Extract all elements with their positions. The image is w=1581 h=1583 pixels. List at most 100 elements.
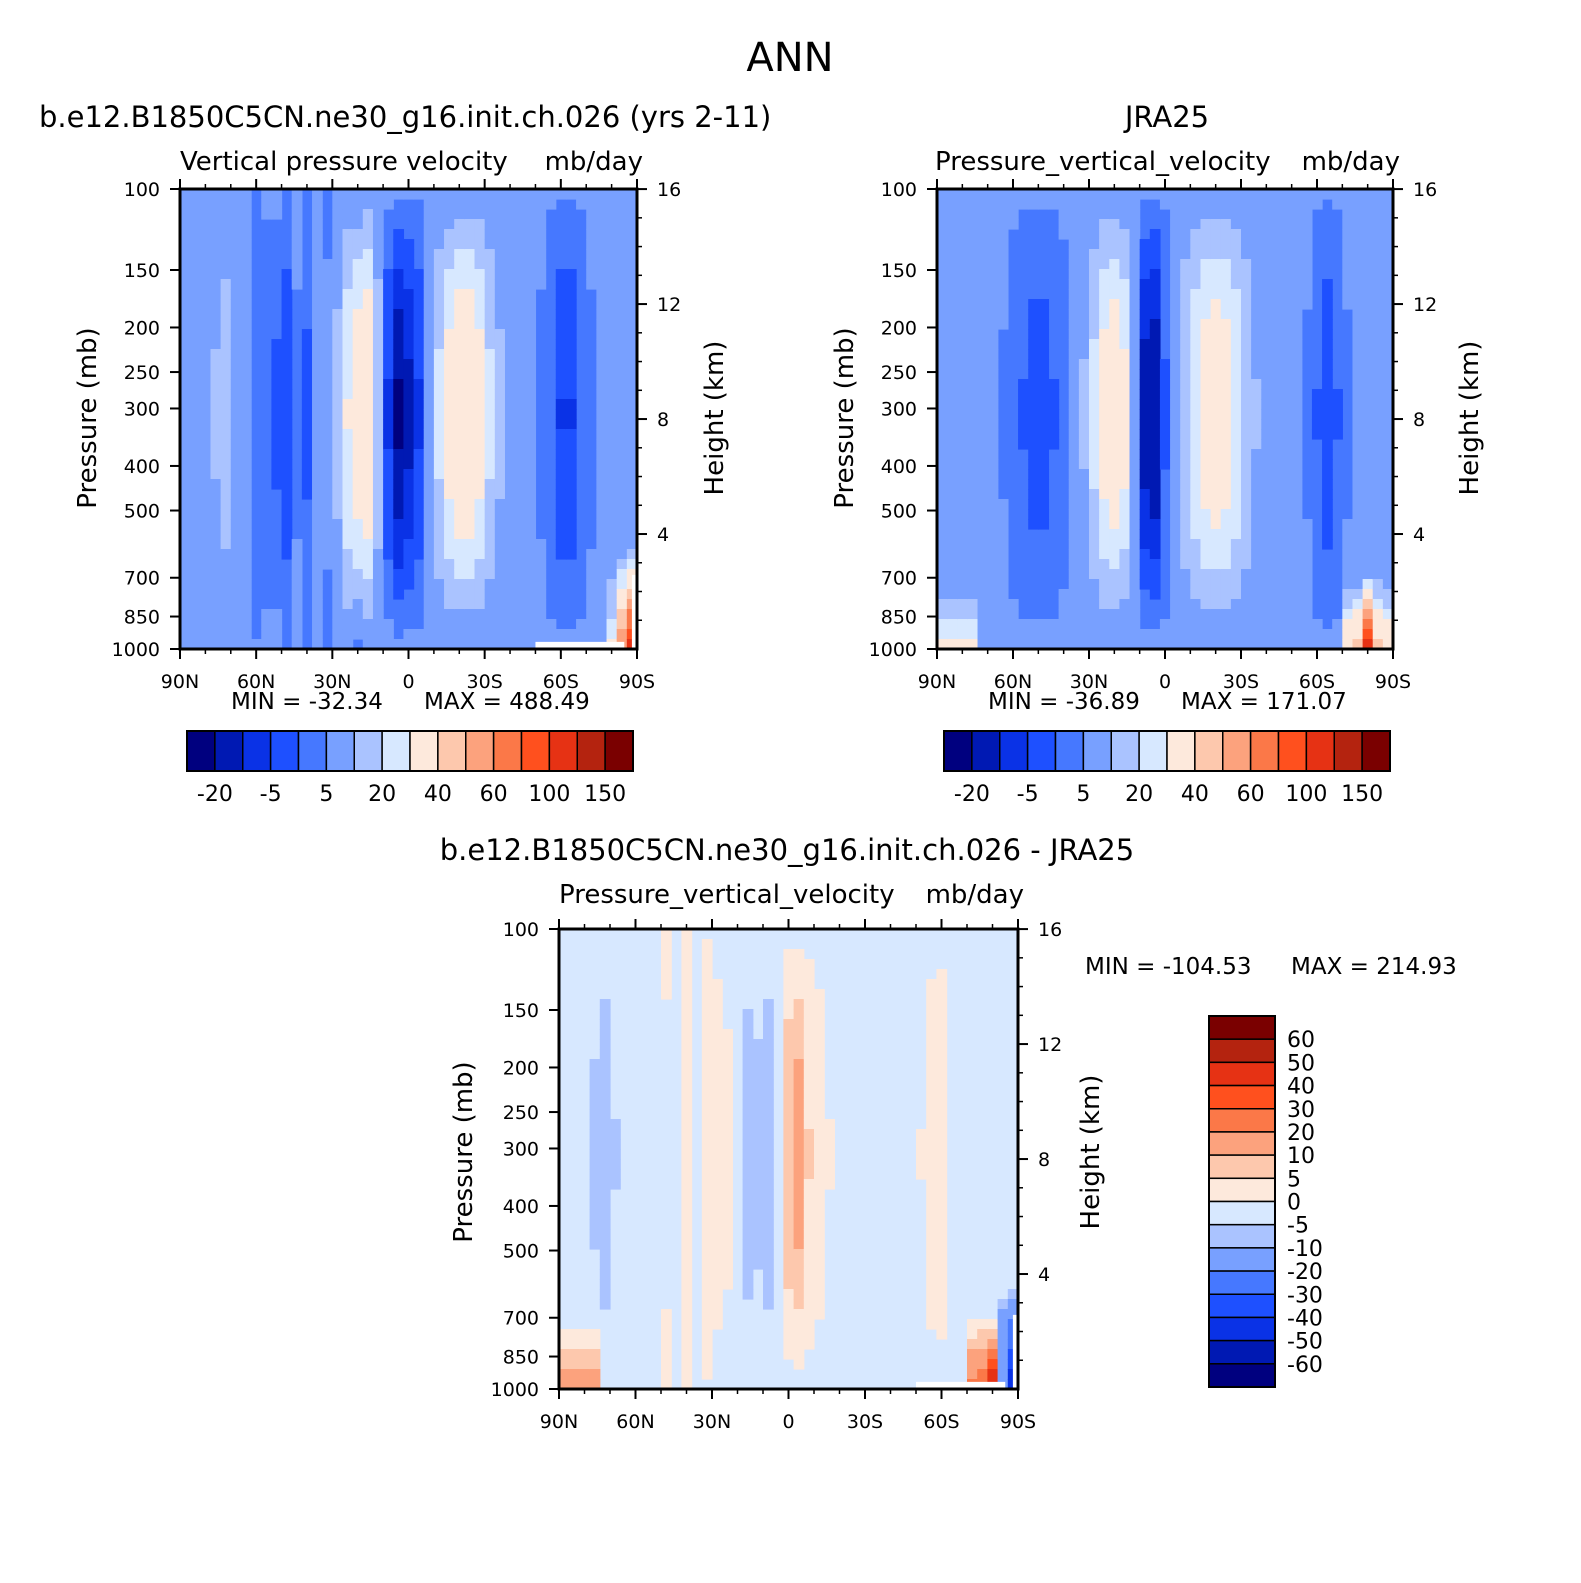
field-cell xyxy=(240,239,252,250)
field-cell xyxy=(423,559,435,570)
field-cell xyxy=(515,569,526,580)
field-cell xyxy=(1281,419,1293,430)
field-cell xyxy=(1372,369,1384,380)
field-cell xyxy=(1281,549,1293,560)
field-cell xyxy=(722,1039,733,1050)
field-cell xyxy=(763,1029,774,1040)
field-cell xyxy=(967,289,979,300)
field-cell xyxy=(515,199,526,210)
field-cell xyxy=(722,1029,733,1040)
field-cell xyxy=(1261,259,1272,270)
colorbar-label: -5 xyxy=(1017,782,1039,807)
field-cell xyxy=(616,329,628,340)
field-cell xyxy=(190,259,201,270)
field-cell xyxy=(576,189,587,200)
field-cell xyxy=(1170,409,1181,420)
field-cell xyxy=(1210,349,1222,360)
field-cell xyxy=(616,339,628,350)
field-cell xyxy=(1089,599,1100,610)
field-cell xyxy=(403,519,415,530)
field-cell xyxy=(372,399,384,410)
field-cell xyxy=(1149,289,1161,300)
field-cell xyxy=(783,1029,795,1040)
field-cell xyxy=(504,629,516,640)
field-cell xyxy=(1028,409,1039,420)
field-cell xyxy=(987,459,999,470)
field-cell xyxy=(1271,539,1283,550)
field-cell xyxy=(525,459,537,470)
field-cell xyxy=(525,439,537,450)
field-cell xyxy=(1230,219,1242,230)
field-cell xyxy=(555,319,567,330)
field-cell xyxy=(454,409,465,420)
field-cell xyxy=(1352,579,1364,590)
colorbar-box xyxy=(409,730,439,772)
field-cell xyxy=(504,289,516,300)
field-cell xyxy=(1301,239,1313,250)
field-cell xyxy=(504,449,516,460)
field-cell xyxy=(783,1319,795,1330)
field-cell xyxy=(1170,259,1181,270)
field-cell xyxy=(1261,579,1272,590)
field-cell xyxy=(281,359,293,370)
field-cell xyxy=(977,359,989,370)
field-cell xyxy=(504,609,516,620)
field-cell xyxy=(712,1099,723,1110)
field-cell xyxy=(783,1169,795,1180)
field-cell xyxy=(362,389,374,400)
colorbar-label: -40 xyxy=(1287,1306,1323,1331)
field-cell xyxy=(342,299,354,310)
field-cell xyxy=(484,539,496,550)
field-cell xyxy=(1352,239,1364,250)
field-cell xyxy=(423,399,435,410)
field-cell xyxy=(1220,259,1232,270)
field-cell xyxy=(1068,609,1080,620)
field-cell xyxy=(423,379,435,390)
field-cell xyxy=(525,209,537,220)
field-cell xyxy=(1271,359,1283,370)
field-cell xyxy=(1190,499,1202,510)
field-cell xyxy=(433,639,445,650)
field-cell xyxy=(937,289,948,300)
field-cell xyxy=(793,1169,805,1180)
field-cell xyxy=(1018,619,1029,630)
field-cell xyxy=(362,609,374,620)
field-cell xyxy=(180,539,191,550)
field-cell xyxy=(1281,509,1293,520)
y-right-tick-label: 4 xyxy=(1038,1264,1050,1286)
field-cell xyxy=(474,209,486,220)
colorbar-label: 60 xyxy=(1237,782,1265,807)
field-cell xyxy=(1362,479,1374,490)
field-cell xyxy=(230,289,242,300)
field-cell xyxy=(1149,549,1161,560)
field-cell xyxy=(403,299,415,310)
field-cell xyxy=(444,439,455,450)
field-cell xyxy=(596,199,608,210)
field-cell xyxy=(1210,429,1222,440)
field-cell xyxy=(701,1279,713,1290)
field-cell xyxy=(301,459,313,470)
field-cell xyxy=(1180,639,1191,650)
field-cell xyxy=(565,439,577,450)
y-tick-label: 150 xyxy=(503,1000,539,1022)
field-cell xyxy=(1230,359,1242,370)
field-cell xyxy=(1220,459,1232,470)
field-cell xyxy=(626,519,638,530)
field-cell xyxy=(722,1219,733,1230)
field-cell xyxy=(291,639,303,650)
field-cell xyxy=(1028,399,1039,410)
field-cell xyxy=(1200,609,1212,620)
field-cell xyxy=(383,429,394,440)
field-cell xyxy=(393,229,405,240)
field-cell xyxy=(1170,449,1181,460)
field-cell xyxy=(444,539,455,550)
field-cell xyxy=(484,589,496,600)
field-cell xyxy=(793,1029,805,1040)
field-cell xyxy=(525,299,537,310)
field-cell xyxy=(793,1039,805,1050)
field-cell xyxy=(606,629,618,640)
field-cell xyxy=(626,299,638,310)
field-cell xyxy=(926,1309,937,1320)
field-cell xyxy=(987,389,999,400)
field-cell xyxy=(210,289,222,300)
